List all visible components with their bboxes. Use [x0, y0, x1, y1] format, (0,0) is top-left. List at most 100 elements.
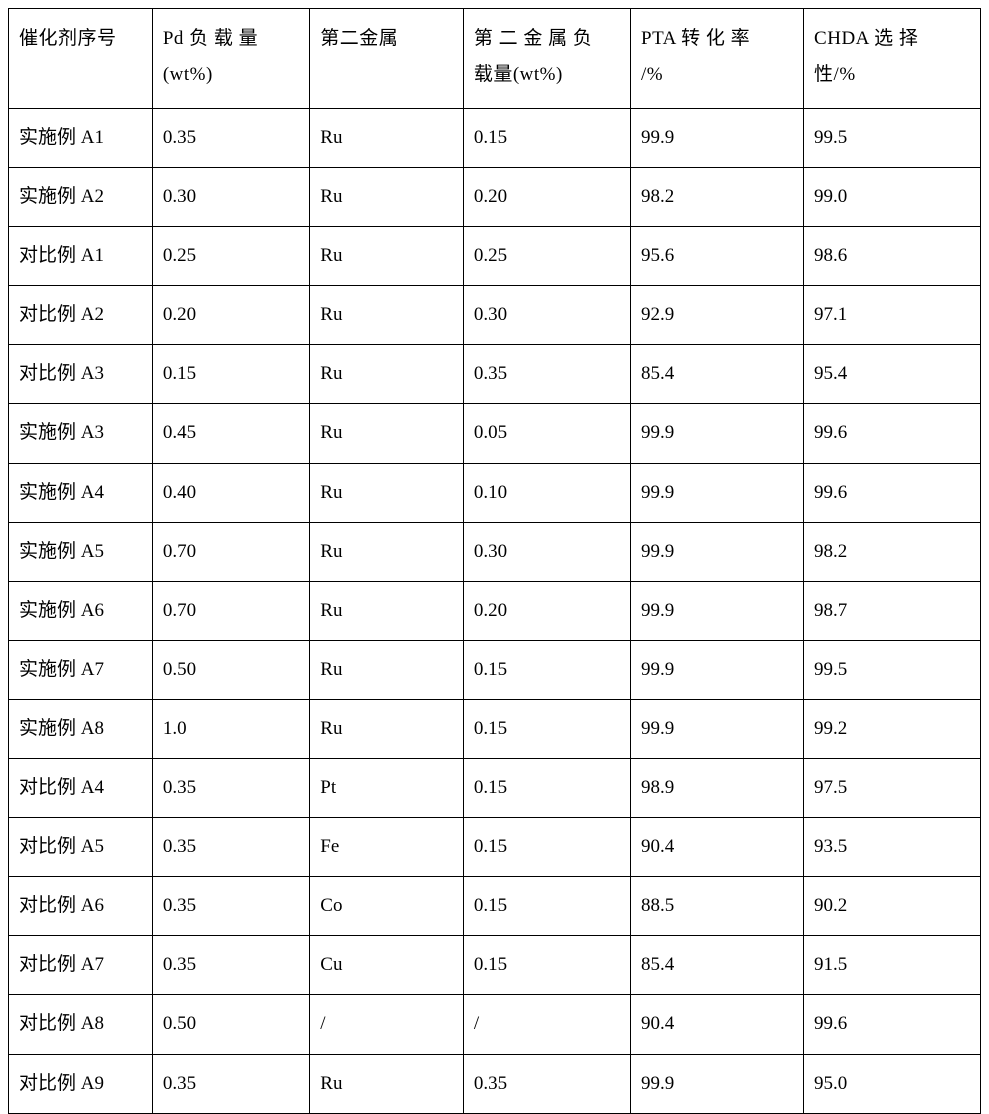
cell-second-metal: Ru [310, 286, 464, 345]
table-row: 对比例 A90.35Ru0.3599.995.0 [9, 1054, 981, 1113]
cell-pta-conversion: 98.9 [631, 759, 804, 818]
cell-chda-selectivity: 99.6 [804, 404, 981, 463]
cell-chda-selectivity: 97.5 [804, 759, 981, 818]
cell-chda-selectivity: 99.2 [804, 699, 981, 758]
cell-pd-loading: 0.35 [152, 759, 309, 818]
cell-catalyst-id: 对比例 A9 [9, 1054, 153, 1113]
cell-catalyst-id: 对比例 A8 [9, 995, 153, 1054]
cell-catalyst-id: 实施例 A7 [9, 640, 153, 699]
cell-pd-loading: 0.25 [152, 227, 309, 286]
cell-chda-selectivity: 95.0 [804, 1054, 981, 1113]
cell-second-metal-loading: 0.15 [463, 877, 630, 936]
cell-second-metal: Ru [310, 463, 464, 522]
table-row: 实施例 A10.35Ru0.1599.999.5 [9, 109, 981, 168]
cell-chda-selectivity: 99.6 [804, 995, 981, 1054]
header-label: 第二金属 [320, 28, 398, 49]
cell-second-metal-loading: / [463, 995, 630, 1054]
cell-chda-selectivity: 99.5 [804, 109, 981, 168]
table-row: 对比例 A30.15Ru0.3585.495.4 [9, 345, 981, 404]
cell-second-metal-loading: 0.30 [463, 522, 630, 581]
header-label-line2: 载量(wt%) [474, 64, 563, 85]
cell-second-metal: Ru [310, 404, 464, 463]
cell-pd-loading: 0.50 [152, 640, 309, 699]
table-row: 实施例 A30.45Ru0.0599.999.6 [9, 404, 981, 463]
cell-second-metal: Ru [310, 168, 464, 227]
cell-catalyst-id: 实施例 A1 [9, 109, 153, 168]
table-row: 实施例 A70.50Ru0.1599.999.5 [9, 640, 981, 699]
table-row: 对比例 A20.20Ru0.3092.997.1 [9, 286, 981, 345]
cell-catalyst-id: 实施例 A3 [9, 404, 153, 463]
cell-pta-conversion: 99.9 [631, 463, 804, 522]
cell-pd-loading: 0.70 [152, 581, 309, 640]
table-row: 对比例 A70.35Cu0.1585.491.5 [9, 936, 981, 995]
cell-second-metal: Ru [310, 581, 464, 640]
header-label-line1: PTA 转 化 率 [641, 28, 750, 49]
cell-second-metal: Cu [310, 936, 464, 995]
cell-pta-conversion: 85.4 [631, 936, 804, 995]
header-pta-conversion: PTA 转 化 率 /% [631, 9, 804, 109]
cell-chda-selectivity: 97.1 [804, 286, 981, 345]
cell-pd-loading: 0.45 [152, 404, 309, 463]
cell-pd-loading: 0.35 [152, 818, 309, 877]
cell-pta-conversion: 85.4 [631, 345, 804, 404]
cell-chda-selectivity: 99.6 [804, 463, 981, 522]
cell-chda-selectivity: 90.2 [804, 877, 981, 936]
cell-second-metal-loading: 0.20 [463, 168, 630, 227]
cell-second-metal: Fe [310, 818, 464, 877]
cell-pta-conversion: 92.9 [631, 286, 804, 345]
table-row: 实施例 A40.40Ru0.1099.999.6 [9, 463, 981, 522]
cell-second-metal-loading: 0.30 [463, 286, 630, 345]
cell-pd-loading: 0.35 [152, 109, 309, 168]
header-label-line1: Pd 负 载 量 [163, 28, 258, 49]
cell-catalyst-id: 实施例 A8 [9, 699, 153, 758]
cell-second-metal-loading: 0.15 [463, 936, 630, 995]
cell-pd-loading: 0.35 [152, 936, 309, 995]
cell-chda-selectivity: 98.2 [804, 522, 981, 581]
table-header: 催化剂序号 Pd 负 载 量 (wt%) 第二金属 第 二 金 属 负 载量(w… [9, 9, 981, 109]
header-catalyst-id: 催化剂序号 [9, 9, 153, 109]
cell-chda-selectivity: 98.7 [804, 581, 981, 640]
cell-catalyst-id: 对比例 A5 [9, 818, 153, 877]
cell-pta-conversion: 90.4 [631, 995, 804, 1054]
cell-catalyst-id: 对比例 A7 [9, 936, 153, 995]
cell-second-metal: / [310, 995, 464, 1054]
header-label: 催化剂序号 [19, 28, 117, 49]
cell-pta-conversion: 90.4 [631, 818, 804, 877]
header-chda-selectivity: CHDA 选 择 性/% [804, 9, 981, 109]
table-row: 对比例 A50.35Fe0.1590.493.5 [9, 818, 981, 877]
cell-second-metal-loading: 0.15 [463, 699, 630, 758]
header-label-line2: /% [641, 64, 663, 85]
cell-second-metal: Ru [310, 345, 464, 404]
cell-second-metal: Pt [310, 759, 464, 818]
cell-pta-conversion: 99.9 [631, 404, 804, 463]
table-row: 对比例 A10.25Ru0.2595.698.6 [9, 227, 981, 286]
cell-pd-loading: 0.35 [152, 1054, 309, 1113]
table-header-row: 催化剂序号 Pd 负 载 量 (wt%) 第二金属 第 二 金 属 负 载量(w… [9, 9, 981, 109]
cell-second-metal-loading: 0.05 [463, 404, 630, 463]
table-row: 实施例 A81.0Ru0.1599.999.2 [9, 699, 981, 758]
cell-catalyst-id: 对比例 A4 [9, 759, 153, 818]
cell-chda-selectivity: 91.5 [804, 936, 981, 995]
cell-catalyst-id: 实施例 A5 [9, 522, 153, 581]
table-row: 实施例 A60.70Ru0.2099.998.7 [9, 581, 981, 640]
cell-pd-loading: 0.70 [152, 522, 309, 581]
cell-chda-selectivity: 98.6 [804, 227, 981, 286]
catalyst-data-table: 催化剂序号 Pd 负 载 量 (wt%) 第二金属 第 二 金 属 负 载量(w… [8, 8, 981, 1114]
cell-chda-selectivity: 95.4 [804, 345, 981, 404]
cell-chda-selectivity: 93.5 [804, 818, 981, 877]
table-body: 实施例 A10.35Ru0.1599.999.5实施例 A20.30Ru0.20… [9, 109, 981, 1114]
cell-catalyst-id: 对比例 A2 [9, 286, 153, 345]
cell-pd-loading: 0.40 [152, 463, 309, 522]
table-row: 对比例 A40.35Pt0.1598.997.5 [9, 759, 981, 818]
cell-pd-loading: 0.35 [152, 877, 309, 936]
cell-pta-conversion: 99.9 [631, 640, 804, 699]
header-second-metal: 第二金属 [310, 9, 464, 109]
cell-second-metal-loading: 0.15 [463, 109, 630, 168]
cell-second-metal-loading: 0.15 [463, 640, 630, 699]
header-second-metal-loading: 第 二 金 属 负 载量(wt%) [463, 9, 630, 109]
cell-pd-loading: 0.50 [152, 995, 309, 1054]
header-pd-loading: Pd 负 载 量 (wt%) [152, 9, 309, 109]
cell-second-metal-loading: 0.35 [463, 1054, 630, 1113]
header-label-line2: 性/% [814, 64, 856, 85]
cell-catalyst-id: 实施例 A6 [9, 581, 153, 640]
